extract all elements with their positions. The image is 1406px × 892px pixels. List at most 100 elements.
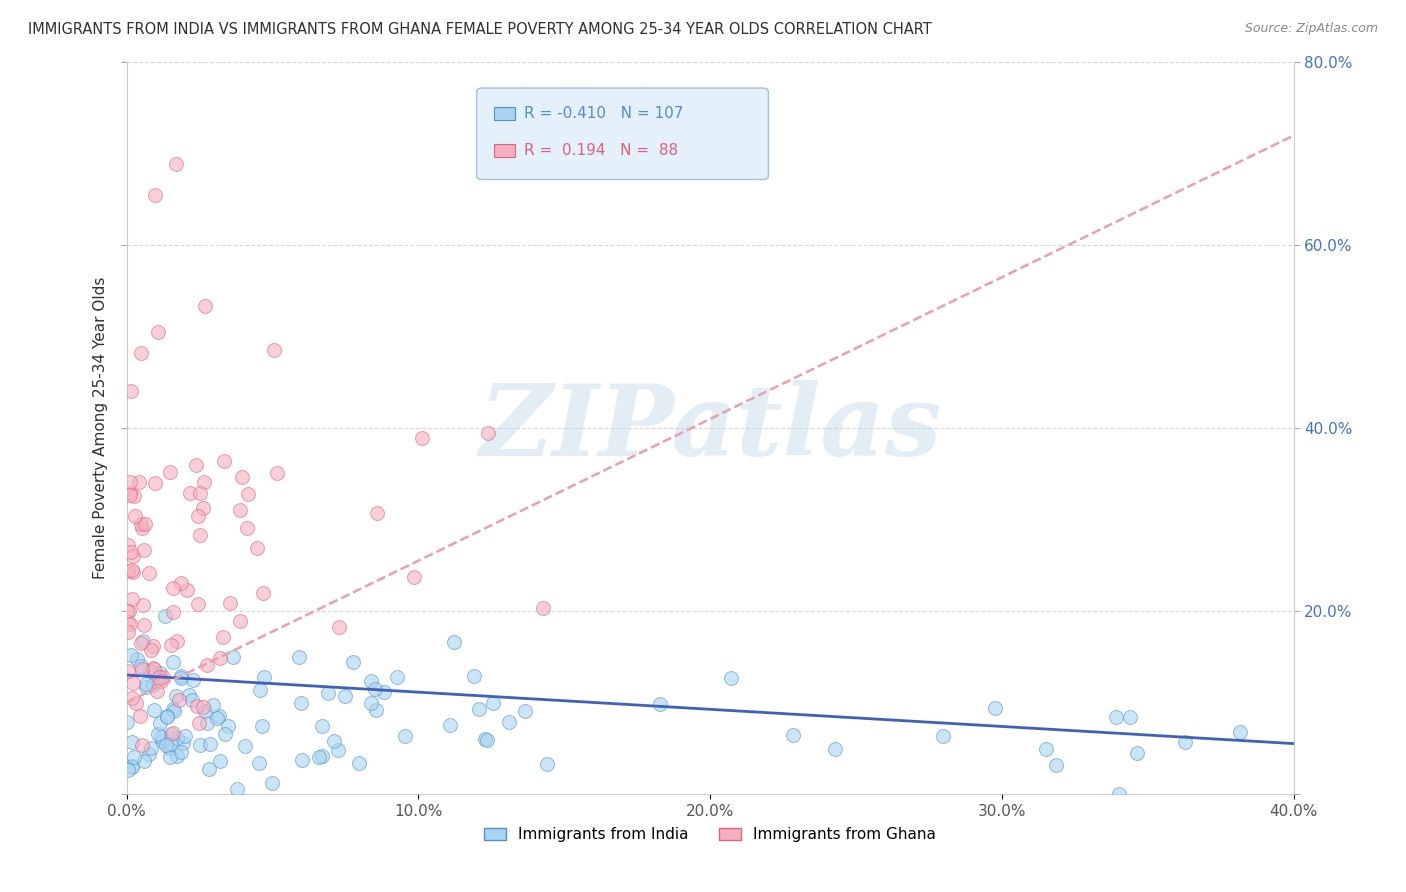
Point — [129, 517, 152, 532]
Point — [323, 734, 346, 748]
Point — [236, 521, 259, 535]
Point — [208, 709, 231, 723]
Point — [360, 674, 382, 689]
Point — [349, 756, 371, 771]
Point — [134, 618, 156, 632]
Point — [226, 781, 249, 796]
Point — [328, 743, 350, 757]
Point — [385, 670, 408, 684]
Point — [150, 674, 173, 689]
Point — [155, 709, 177, 723]
Point — [222, 650, 245, 665]
Point — [141, 643, 163, 657]
Point — [233, 739, 256, 753]
Point — [121, 592, 143, 607]
Point — [145, 188, 167, 202]
Point — [120, 487, 142, 501]
Point — [155, 738, 177, 752]
Point — [118, 617, 141, 632]
Point — [404, 570, 426, 584]
Point — [132, 543, 155, 558]
Point — [198, 762, 221, 776]
Point — [533, 601, 555, 615]
Point — [128, 475, 150, 489]
Point — [167, 692, 190, 706]
Point — [115, 604, 138, 618]
Point — [463, 669, 485, 683]
Point — [250, 719, 273, 733]
Point — [150, 734, 173, 748]
Point — [536, 757, 558, 772]
Point — [366, 703, 388, 717]
Text: R =  0.194   N =  88: R = 0.194 N = 88 — [524, 143, 679, 158]
Point — [260, 776, 283, 790]
Point — [155, 609, 177, 624]
Point — [142, 678, 165, 692]
Point — [236, 487, 259, 501]
Point — [131, 521, 153, 535]
Point — [231, 470, 253, 484]
Point — [209, 651, 232, 665]
Point — [149, 715, 172, 730]
Point — [162, 581, 184, 595]
Point — [173, 729, 195, 743]
Point — [121, 549, 143, 563]
Point — [138, 747, 160, 761]
Point — [474, 732, 496, 747]
Point — [342, 656, 364, 670]
Point — [246, 541, 269, 555]
Point — [373, 684, 395, 698]
Point — [195, 658, 218, 673]
Point — [165, 157, 187, 171]
Point — [125, 651, 148, 665]
Point — [366, 506, 388, 520]
Point — [288, 650, 311, 665]
Point — [311, 749, 333, 764]
Point — [177, 688, 200, 702]
Point — [229, 614, 252, 628]
Point — [249, 682, 271, 697]
Point — [142, 639, 165, 653]
Point — [166, 749, 188, 764]
Point — [143, 475, 166, 490]
Point — [1126, 746, 1149, 760]
Point — [266, 467, 288, 481]
Point — [202, 698, 225, 713]
Point — [1045, 758, 1067, 772]
Point — [122, 750, 145, 764]
Point — [291, 753, 314, 767]
Point — [172, 736, 194, 750]
Point — [209, 754, 232, 768]
Point — [364, 681, 387, 696]
Point — [290, 696, 312, 710]
Point — [117, 615, 139, 629]
Point — [121, 758, 143, 772]
Point — [984, 700, 1007, 714]
Point — [217, 719, 239, 733]
Point — [120, 648, 142, 662]
Point — [141, 661, 163, 675]
Point — [335, 689, 357, 703]
Point — [139, 664, 162, 678]
Point — [194, 299, 217, 313]
FancyBboxPatch shape — [494, 144, 515, 157]
FancyBboxPatch shape — [477, 88, 768, 179]
Point — [195, 716, 218, 731]
Point — [1035, 742, 1057, 756]
Point — [477, 425, 499, 440]
Point — [125, 696, 148, 710]
Point — [181, 693, 204, 707]
Point — [176, 582, 198, 597]
Point — [121, 735, 143, 749]
Point — [148, 325, 170, 339]
Point — [132, 598, 155, 612]
Point — [120, 384, 142, 398]
Point — [117, 624, 139, 639]
Point — [468, 702, 491, 716]
Point — [193, 475, 215, 489]
Point — [228, 503, 250, 517]
Text: ZIPatlas: ZIPatlas — [479, 380, 941, 476]
Point — [162, 702, 184, 716]
Point — [183, 673, 205, 688]
Point — [138, 566, 160, 580]
